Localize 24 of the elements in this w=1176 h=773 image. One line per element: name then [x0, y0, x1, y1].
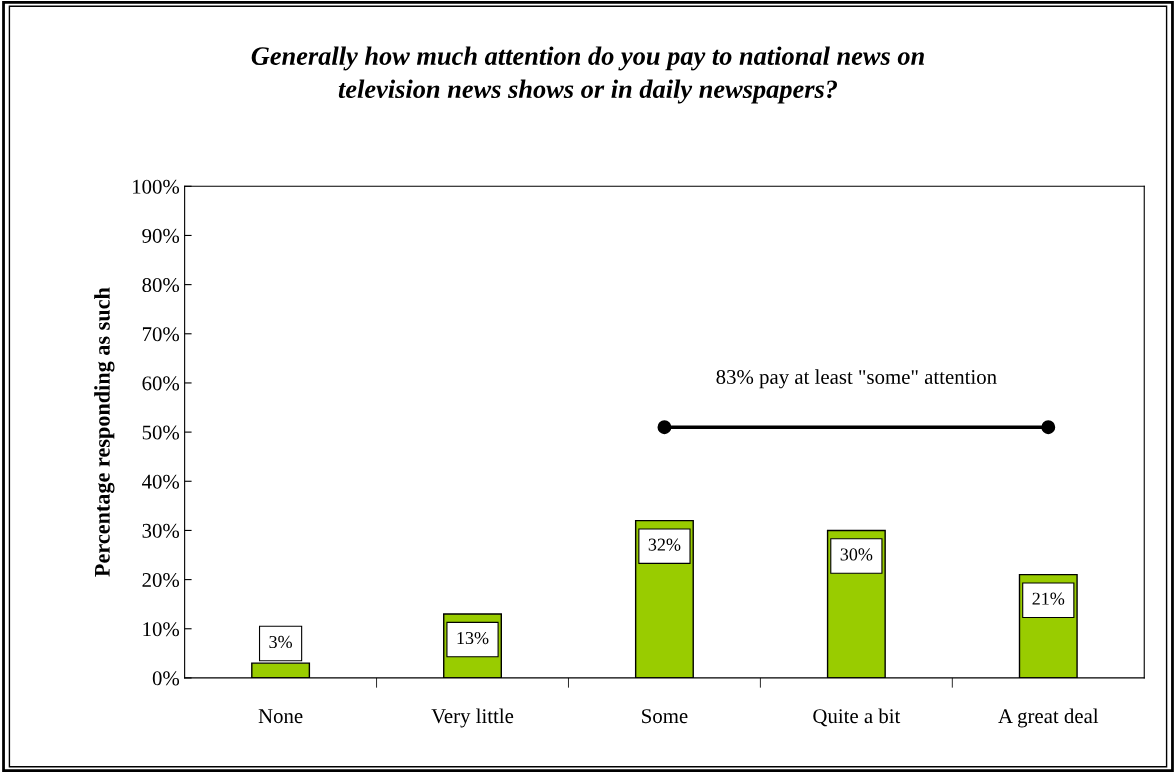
y-tick-label: 0% [152, 671, 180, 686]
y-tick-label: 50% [142, 425, 180, 440]
y-tick-label: 70% [142, 327, 180, 342]
y-tick-label: 80% [142, 277, 180, 293]
y-tick-label: 20% [142, 572, 180, 588]
y-axis-title: Percentage responding as such [94, 287, 115, 577]
x-tick-label: Some [642, 709, 688, 724]
x-tick-label: None [258, 709, 303, 724]
y-tick-label: 40% [141, 474, 180, 489]
data-label: 32% [648, 538, 681, 551]
x-tick-label: Very little [431, 708, 514, 728]
data-label: 3% [269, 635, 293, 649]
chart-title: Generally how much attention do you pay to national news on television news shows or in daily newspapers? [251, 46, 924, 104]
x-tick-label: Quite a bit [813, 708, 901, 727]
x-tick-label: A great deal [998, 708, 1099, 728]
y-tick-label: 10% [143, 622, 180, 637]
y-tick-label: 30% [142, 523, 180, 538]
data-label: 30% [840, 548, 873, 561]
y-tick-label: 100% [133, 179, 180, 194]
y-tick-label: 60% [142, 376, 180, 391]
data-label: 21% [1032, 592, 1065, 605]
annotation: 83% pay at least "some" attention [716, 369, 997, 389]
y-tick-label: 90% [142, 228, 180, 243]
data-label: 13% [457, 631, 489, 645]
